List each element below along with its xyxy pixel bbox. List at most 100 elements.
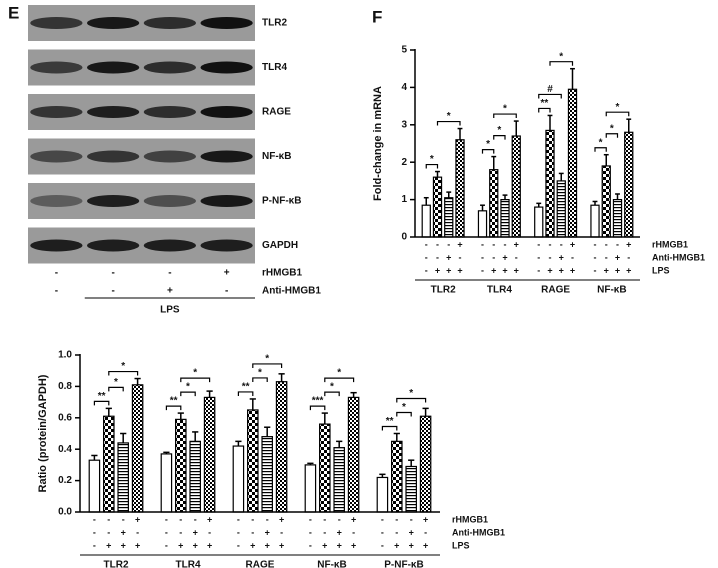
condition-sign: + [178,540,183,550]
condition-sign: - [93,540,96,550]
condition-sign: + [250,540,255,550]
condition-sign: + [265,540,270,550]
significance-bracket [481,148,495,154]
panel-label: F [372,7,382,26]
condition-sign: + [446,252,451,262]
condition-sign: - [111,286,114,297]
condition-sign: - [122,514,125,524]
condition-sign: + [604,265,609,275]
significance-label: ** [540,98,548,109]
condition-sign: - [309,514,312,524]
bar [103,415,115,513]
condition-label: LPS [452,540,470,550]
condition-sign: - [395,527,398,537]
condition-sign: - [266,514,269,524]
condition-sign: - [381,527,384,537]
condition-sign: - [93,514,96,524]
condition-sign: + [502,252,507,262]
bar [347,396,360,513]
condition-sign: - [352,527,355,537]
blot-band [200,239,253,252]
condition-label: rHMGB1 [452,514,488,524]
bar [432,176,443,238]
condition-sign: - [436,252,439,262]
bar [500,199,510,238]
blot-band [30,61,83,74]
blot-band [200,106,253,118]
condition-sign: - [447,239,450,249]
condition-sign: + [279,514,284,524]
condition-sign: - [179,514,182,524]
condition-sign: - [323,527,326,537]
condition-sign: - [237,514,240,524]
significance-bracket [396,411,412,417]
significance-bracket [493,134,506,140]
condition-sign: - [605,252,608,262]
bar [304,464,317,513]
band-label: TLR2 [262,18,287,29]
condition-label: rHMGB1 [262,268,302,279]
condition-sign: - [594,265,597,275]
condition-label: Anti-HMGB1 [262,286,321,297]
group-label: LPS [160,305,180,316]
y-tick-label: 0.0 [58,507,72,518]
condition-sign: - [309,540,312,550]
significance-label: # [547,84,553,95]
y-tick-label: 3 [401,119,407,130]
condition-sign: - [251,514,254,524]
y-tick-label: 2 [401,157,407,168]
blot-band [87,61,140,74]
bar [556,180,566,238]
condition-label: Anti-HMGB1 [452,527,505,537]
condition-sign: - [436,239,439,249]
condition-sign: + [559,265,564,275]
bar [444,197,454,238]
bar [590,204,600,238]
significance-bracket [165,405,182,411]
blot-band [143,150,196,163]
significance-label: * [114,377,118,388]
significance-label: ** [170,396,178,407]
significance-bracket [108,386,124,392]
significance-label: * [497,125,501,136]
significance-label: * [486,139,490,150]
bar [601,165,611,238]
condition-sign: - [425,239,428,249]
bar [261,436,273,513]
significance-label: * [402,402,406,413]
condition-sign: - [410,514,413,524]
condition-label: LPS [652,265,670,275]
condition-sign: - [136,527,139,537]
significance-label: * [447,111,451,122]
blot-band [30,150,83,163]
significance-bracket [605,111,630,117]
significance-bracket [425,163,439,169]
significance-bracket [108,370,139,376]
y-tick-label: 0.4 [58,444,72,455]
blot-band [30,239,83,252]
condition-sign: + [409,527,414,537]
significance-label: * [559,51,563,62]
band-label: TLR4 [262,62,287,73]
significance-label: * [186,382,190,393]
condition-label: rHMGB1 [652,239,688,249]
significance-label: *** [312,396,324,407]
condition-sign: - [504,239,507,249]
condition-sign: + [446,265,451,275]
bar [511,135,521,238]
bar [203,396,216,513]
blot-band [30,17,83,29]
condition-sign: + [351,540,356,550]
bar [376,476,389,513]
condition-sign: + [207,540,212,550]
y-tick-label: 0 [401,232,407,243]
significance-bracket [493,113,517,119]
condition-sign: - [481,239,484,249]
significance-label: * [121,361,125,372]
condition-sign: - [425,265,428,275]
condition-sign: - [338,514,341,524]
significance-label: ** [98,391,106,402]
condition-sign: - [549,252,552,262]
x-tick-label: TLR2 [104,560,129,568]
blot-band [200,195,253,207]
